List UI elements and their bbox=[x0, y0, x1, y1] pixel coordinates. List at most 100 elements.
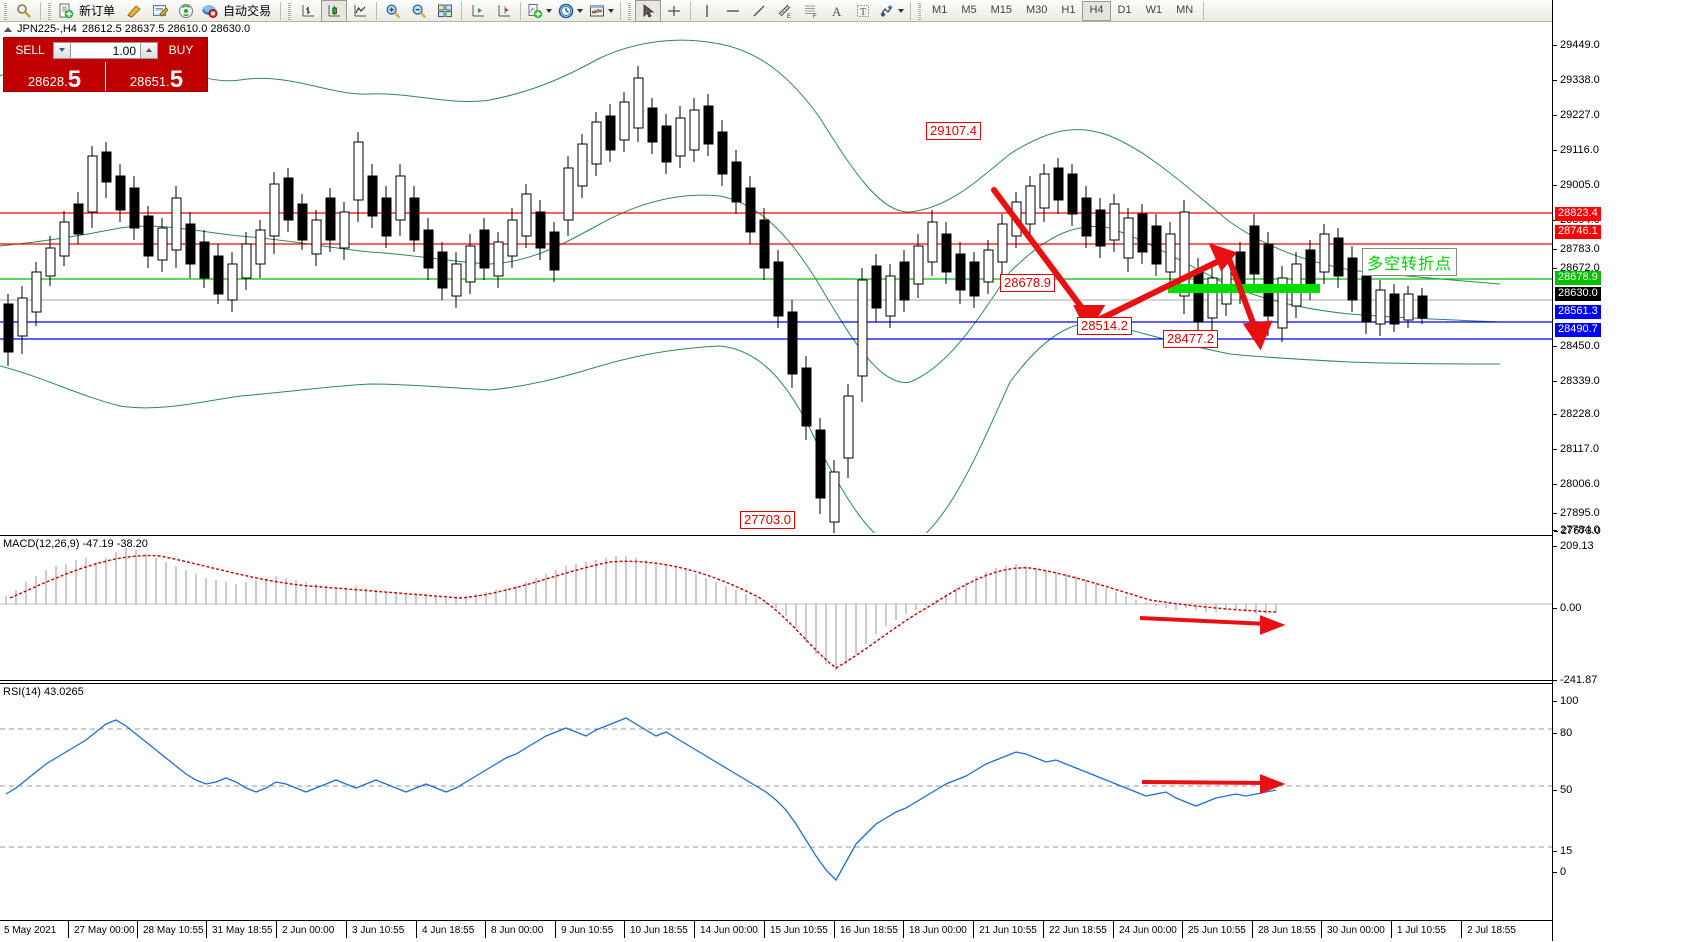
sell-price-dot: . bbox=[64, 74, 68, 89]
indicators-button[interactable] bbox=[524, 0, 555, 22]
sell-price-main: 28628 bbox=[27, 74, 65, 89]
date-label: 25 Jun 10:55 bbox=[1182, 921, 1246, 938]
date-label: 14 Jun 00:00 bbox=[694, 921, 758, 938]
trade-panel-top-row: SELL 1.00 BUY bbox=[4, 38, 207, 62]
chevron-down-icon[interactable] bbox=[608, 8, 615, 13]
autotrading-button[interactable]: 自动交易 bbox=[199, 0, 277, 22]
timeframe-h1[interactable]: H1 bbox=[1061, 3, 1076, 16]
toolbar-grip-standard[interactable] bbox=[46, 1, 53, 20]
line-chart-button[interactable] bbox=[347, 0, 373, 22]
date-label: 28 Jun 18:55 bbox=[1252, 921, 1316, 938]
date-label: 18 Jun 00:00 bbox=[903, 921, 967, 938]
timeframe-mn[interactable]: MN bbox=[1176, 3, 1194, 16]
timeframe-d1[interactable]: D1 bbox=[1117, 3, 1132, 16]
text-button[interactable]: A bbox=[824, 0, 850, 22]
fibonacci-retracement-button[interactable]: F bbox=[798, 0, 824, 22]
trade-panel-prices-row: 28628. 5 28651. 5 bbox=[4, 62, 207, 92]
annotation-28514[interactable]: 28514.2 bbox=[1077, 317, 1132, 335]
main-toolbar: 新订单 自动交易 bbox=[0, 0, 1701, 22]
date-label: 16 Jun 18:55 bbox=[834, 921, 898, 938]
toolbar-separator-9 bbox=[1203, 1, 1205, 20]
chart-shift-button[interactable] bbox=[491, 0, 517, 22]
timeframe-m5[interactable]: M5 bbox=[961, 3, 977, 16]
price-chart-svg bbox=[0, 39, 1552, 533]
cursor-tool-button[interactable] bbox=[635, 0, 662, 22]
autotrading-label: 自动交易 bbox=[223, 4, 272, 18]
auto-scroll-button[interactable] bbox=[465, 0, 491, 22]
signals-button[interactable] bbox=[173, 0, 199, 22]
objects-list-button[interactable] bbox=[876, 0, 907, 22]
toolbar-grip[interactable] bbox=[2, 1, 9, 20]
annotation-28678[interactable]: 28678.9 bbox=[1000, 274, 1055, 292]
volume-increase-button[interactable] bbox=[140, 41, 158, 59]
collapse-triangle-icon[interactable] bbox=[4, 26, 12, 32]
trendline-button[interactable] bbox=[746, 0, 772, 22]
chevron-down-icon[interactable] bbox=[546, 8, 553, 13]
timeframe-m30[interactable]: M30 bbox=[1026, 3, 1048, 16]
annotation-29107[interactable]: 29107.4 bbox=[926, 122, 981, 140]
rsi-chart-svg bbox=[0, 717, 1552, 882]
date-axis[interactable]: 5 May 2021 27 May 00:00 28 May 10:55 31 … bbox=[0, 920, 1701, 942]
templates-button[interactable] bbox=[586, 0, 617, 22]
timeframe-m1[interactable]: M1 bbox=[932, 3, 948, 16]
sell-button[interactable]: SELL bbox=[15, 43, 45, 57]
text-label-button[interactable]: T bbox=[850, 0, 876, 22]
metaeditor-button[interactable] bbox=[147, 0, 173, 22]
tile-windows-button[interactable] bbox=[432, 0, 458, 22]
expert-advisors-button[interactable] bbox=[121, 0, 147, 22]
toolbar-separator-4 bbox=[461, 1, 463, 20]
rsi-line bbox=[5, 717, 1277, 882]
chevron-up-icon bbox=[146, 48, 152, 52]
zoom-in-button[interactable] bbox=[380, 0, 406, 22]
toolbar-grip-timeframes[interactable] bbox=[916, 1, 924, 20]
toolbar-grip-charts[interactable] bbox=[286, 1, 294, 20]
chevron-down-icon[interactable] bbox=[577, 8, 584, 13]
annotation-28477[interactable]: 28477.2 bbox=[1163, 330, 1218, 348]
candlestick-chart-button[interactable] bbox=[321, 0, 348, 22]
annotation-27703[interactable]: 27703.0 bbox=[740, 511, 795, 529]
symbol-info-bar: JPN225-,H4 28612.5 28637.5 28610.0 28630… bbox=[0, 22, 250, 36]
timeframe-w1[interactable]: W1 bbox=[1145, 3, 1163, 16]
date-label: 28 May 10:55 bbox=[137, 921, 204, 938]
bull-bear-turning-point-label[interactable]: 多空转折点 bbox=[1362, 248, 1458, 276]
navigator-button[interactable] bbox=[11, 0, 37, 22]
rsi-trend-arrow bbox=[1141, 774, 1286, 794]
periods-button[interactable] bbox=[555, 0, 586, 22]
zoom-out-button[interactable] bbox=[406, 0, 432, 22]
macd-label: MACD(12,26,9) -47.19 -38.20 bbox=[3, 538, 148, 550]
horizontal-line-button[interactable] bbox=[720, 0, 746, 22]
date-label: 27 May 00:00 bbox=[68, 921, 135, 938]
vertical-line-button[interactable] bbox=[694, 0, 720, 22]
timeframe-m15[interactable]: M15 bbox=[990, 3, 1012, 16]
date-label: 2 Jun 00:00 bbox=[275, 921, 335, 938]
price-chart-pane[interactable]: 29107.4 28678.9 28514.2 28477.2 27703.0 bbox=[0, 36, 1701, 533]
buy-price[interactable]: 28651. 5 bbox=[106, 62, 207, 92]
timeframe-h4[interactable]: H4 bbox=[1082, 0, 1111, 21]
crosshair-tool-button[interactable] bbox=[661, 0, 687, 22]
one-click-trading-panel[interactable]: SELL 1.00 BUY 28628. 5 28651. 5 bbox=[3, 37, 208, 92]
chevron-down-icon[interactable] bbox=[898, 8, 905, 13]
toolbar-grip-linetools[interactable] bbox=[626, 1, 634, 20]
date-label: 30 Jun 00:00 bbox=[1321, 921, 1385, 938]
date-label: 21 Jun 10:55 bbox=[973, 921, 1037, 938]
date-label: 4 Jun 18:55 bbox=[415, 921, 475, 938]
new-order-label: 新订单 bbox=[79, 4, 116, 18]
date-label: 31 May 18:55 bbox=[206, 921, 273, 938]
svg-text:E: E bbox=[787, 14, 791, 19]
symbol-name: JPN225-,H4 bbox=[17, 23, 77, 35]
date-label: 2 Jul 18:55 bbox=[1461, 921, 1516, 938]
symbol-ohlc: 28612.5 28637.5 28610.0 28630.0 bbox=[81, 23, 251, 35]
buy-price-dot: . bbox=[166, 74, 170, 89]
date-label: 24 Jun 00:00 bbox=[1113, 921, 1177, 938]
equidistant-channel-button[interactable]: E bbox=[772, 0, 798, 22]
sell-price[interactable]: 28628. 5 bbox=[4, 62, 105, 92]
macd-indicator-pane[interactable]: MACD(12,26,9) -47.19 -38.20 bbox=[0, 535, 1701, 681]
new-order-button[interactable]: 新订单 bbox=[55, 0, 121, 22]
toolbar-separator-5 bbox=[520, 1, 522, 20]
volume-decrease-button[interactable] bbox=[53, 41, 71, 59]
volume-input[interactable]: 1.00 bbox=[71, 41, 140, 59]
buy-button[interactable]: BUY bbox=[168, 43, 194, 57]
bar-chart-button[interactable] bbox=[295, 0, 321, 22]
rsi-indicator-pane[interactable]: RSI(14) 43.0265 bbox=[0, 683, 1701, 920]
candlesticks bbox=[3, 66, 1428, 533]
